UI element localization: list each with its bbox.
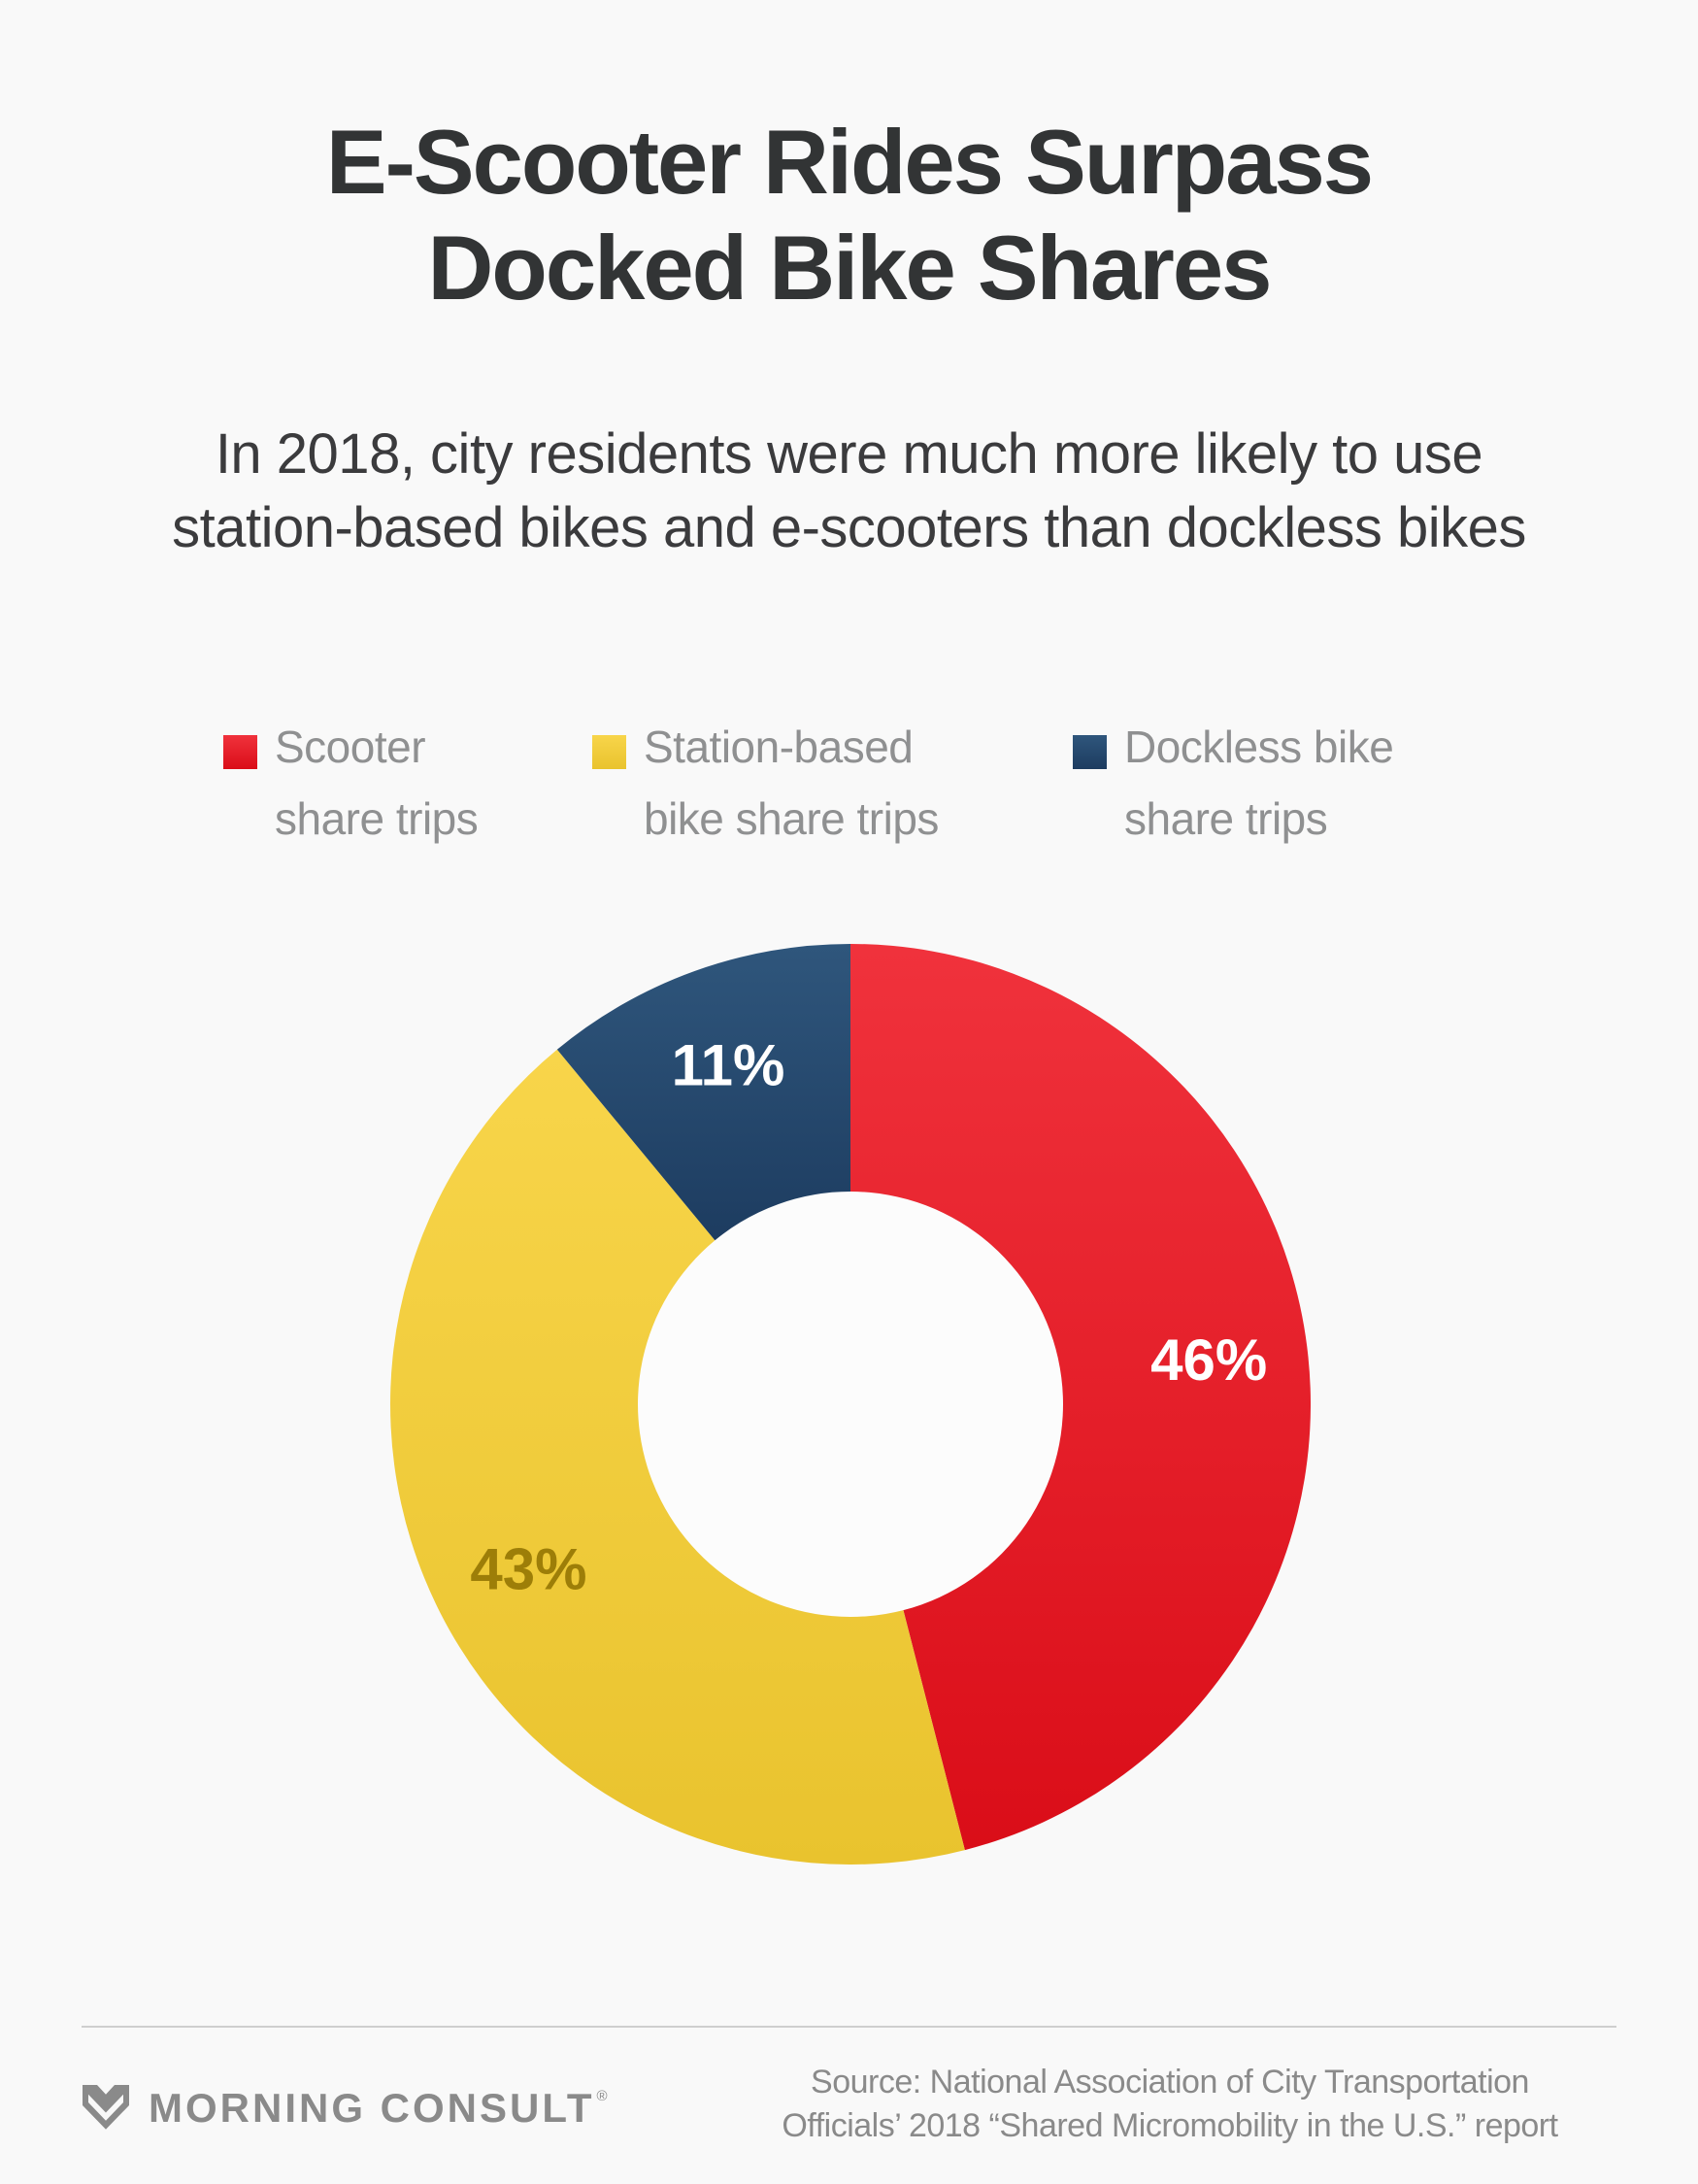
source-attribution: Source: National Association of City Tra… [723, 2061, 1616, 2148]
chart-title-line-2: Docked Bike Shares [427, 217, 1273, 319]
registered-trademark-symbol: ® [596, 2088, 608, 2104]
source-line-2: Officials’ 2018 “Shared Micromobility in… [782, 2107, 1558, 2144]
morning-consult-logo: MORNING CONSULT ® [83, 2083, 608, 2134]
donut-slice-dockless-bike-share-trips [556, 944, 850, 1241]
legend-label-line: share trips [1124, 793, 1328, 844]
legend-label-line: Scooter [275, 722, 426, 772]
chart-subtitle: In 2018, city residents were much more l… [0, 418, 1698, 565]
morning-consult-wordmark: MORNING CONSULT ® [149, 2084, 608, 2133]
legend-label-dockless-bike-share-trips: Dockless bike share trips [1124, 711, 1394, 855]
legend-label-scooter-share-trips: Scooter share trips [275, 711, 479, 855]
donut-slice-station-based-bike-share-trips [390, 1049, 965, 1865]
legend-label-station-based-bike-share-trips: Station-based bike share trips [644, 711, 939, 855]
donut-label-scooter-share-trips: 46% [1150, 1327, 1267, 1393]
legend-swatch-scooter-share-trips [223, 735, 257, 769]
legend: Scooter share trips Station-based bike s… [0, 711, 1698, 886]
legend-item-scooter-share-trips: Scooter share trips [223, 711, 479, 855]
donut-label-dockless-bike-share-trips: 11% [672, 1033, 785, 1098]
legend-label-line: Dockless bike [1124, 722, 1394, 772]
brand-name: MORNING CONSULT [149, 2085, 595, 2131]
legend-label-line: bike share trips [644, 793, 939, 844]
legend-label-line: share trips [275, 793, 479, 844]
chart-subtitle-line-2: station-based bikes and e-scooters than … [172, 496, 1526, 559]
chart-title: E-Scooter Rides Surpass Docked Bike Shar… [0, 109, 1698, 320]
donut-slice-scooter-share-trips [850, 944, 1311, 1851]
morning-consult-logo-icon [83, 2085, 129, 2130]
donut-chart: 46% 43% 11% [390, 944, 1311, 1865]
donut-hole [638, 1192, 1063, 1617]
legend-swatch-dockless-bike-share-trips [1073, 735, 1107, 769]
chart-subtitle-line-1: In 2018, city residents were much more l… [215, 422, 1483, 486]
chart-title-line-1: E-Scooter Rides Surpass [325, 111, 1374, 213]
legend-item-dockless-bike-share-trips: Dockless bike share trips [1073, 711, 1394, 855]
legend-label-line: Station-based [644, 722, 914, 772]
footer-divider [82, 2026, 1616, 2028]
source-line-1: Source: National Association of City Tra… [811, 2064, 1529, 2100]
donut-label-station-based-bike-share-trips: 43% [470, 1537, 586, 1602]
legend-swatch-station-based-bike-share-trips [592, 735, 626, 769]
legend-item-station-based-bike-share-trips: Station-based bike share trips [592, 711, 939, 855]
